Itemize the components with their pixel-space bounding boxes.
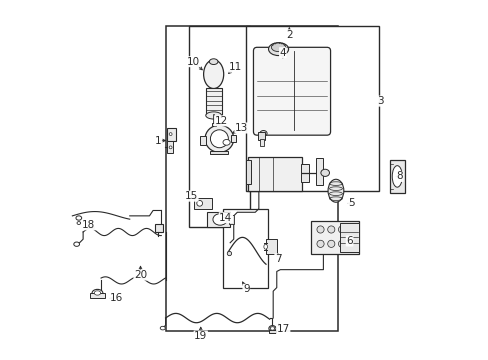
FancyBboxPatch shape	[194, 198, 212, 209]
FancyBboxPatch shape	[246, 26, 378, 191]
Ellipse shape	[196, 201, 202, 206]
Text: 12: 12	[214, 116, 227, 126]
Ellipse shape	[391, 166, 402, 187]
Ellipse shape	[76, 216, 81, 220]
Text: 17: 17	[276, 324, 289, 334]
Ellipse shape	[209, 59, 218, 64]
FancyBboxPatch shape	[339, 223, 358, 252]
FancyBboxPatch shape	[155, 224, 163, 232]
Ellipse shape	[210, 130, 228, 148]
Text: 11: 11	[228, 62, 242, 72]
Ellipse shape	[327, 226, 334, 233]
Ellipse shape	[338, 226, 345, 233]
Ellipse shape	[205, 112, 221, 119]
FancyBboxPatch shape	[223, 209, 267, 288]
FancyBboxPatch shape	[211, 123, 215, 126]
Ellipse shape	[264, 244, 267, 249]
Text: 7: 7	[274, 254, 281, 264]
Text: 10: 10	[186, 57, 200, 67]
Text: 4: 4	[279, 48, 285, 58]
FancyBboxPatch shape	[165, 26, 337, 330]
Text: 5: 5	[347, 198, 354, 208]
Ellipse shape	[270, 327, 274, 330]
Ellipse shape	[204, 125, 233, 152]
FancyBboxPatch shape	[206, 212, 230, 226]
Ellipse shape	[94, 291, 101, 295]
FancyBboxPatch shape	[167, 128, 176, 140]
Text: 8: 8	[396, 171, 402, 181]
Text: 1: 1	[155, 136, 162, 145]
FancyBboxPatch shape	[301, 164, 308, 182]
Text: 16: 16	[110, 293, 123, 303]
Ellipse shape	[77, 222, 81, 225]
FancyBboxPatch shape	[310, 221, 359, 253]
Text: 19: 19	[194, 331, 207, 341]
Ellipse shape	[169, 133, 172, 135]
Text: 14: 14	[219, 213, 232, 222]
Ellipse shape	[320, 169, 329, 176]
Ellipse shape	[338, 240, 345, 247]
Ellipse shape	[169, 146, 172, 149]
Text: 20: 20	[134, 270, 147, 280]
FancyBboxPatch shape	[316, 158, 322, 185]
Ellipse shape	[268, 42, 288, 55]
Text: 18: 18	[82, 220, 95, 230]
Ellipse shape	[260, 131, 266, 136]
Ellipse shape	[316, 240, 324, 247]
FancyBboxPatch shape	[259, 139, 264, 146]
FancyBboxPatch shape	[389, 160, 405, 193]
Ellipse shape	[271, 43, 285, 51]
Text: 13: 13	[235, 123, 248, 133]
FancyBboxPatch shape	[268, 330, 276, 333]
FancyBboxPatch shape	[253, 47, 330, 135]
Text: 9: 9	[243, 284, 249, 294]
Text: 2: 2	[285, 30, 292, 40]
Text: 15: 15	[184, 191, 198, 201]
Ellipse shape	[268, 325, 276, 331]
FancyBboxPatch shape	[266, 239, 276, 253]
FancyBboxPatch shape	[246, 160, 250, 184]
Ellipse shape	[223, 139, 230, 145]
Ellipse shape	[203, 60, 223, 89]
FancyBboxPatch shape	[90, 293, 104, 298]
FancyBboxPatch shape	[230, 135, 235, 142]
FancyBboxPatch shape	[247, 157, 301, 191]
Ellipse shape	[92, 289, 102, 297]
Ellipse shape	[327, 240, 334, 247]
FancyBboxPatch shape	[210, 150, 228, 154]
Text: 6: 6	[346, 236, 352, 246]
FancyBboxPatch shape	[258, 132, 265, 140]
Ellipse shape	[316, 226, 324, 233]
FancyBboxPatch shape	[188, 26, 249, 226]
FancyBboxPatch shape	[228, 215, 233, 224]
Ellipse shape	[212, 214, 227, 225]
FancyBboxPatch shape	[199, 136, 205, 145]
Ellipse shape	[327, 179, 343, 202]
Ellipse shape	[74, 242, 80, 246]
FancyBboxPatch shape	[167, 141, 173, 153]
Ellipse shape	[160, 326, 165, 330]
Ellipse shape	[227, 251, 231, 256]
Text: 3: 3	[377, 96, 383, 106]
FancyBboxPatch shape	[205, 88, 221, 116]
